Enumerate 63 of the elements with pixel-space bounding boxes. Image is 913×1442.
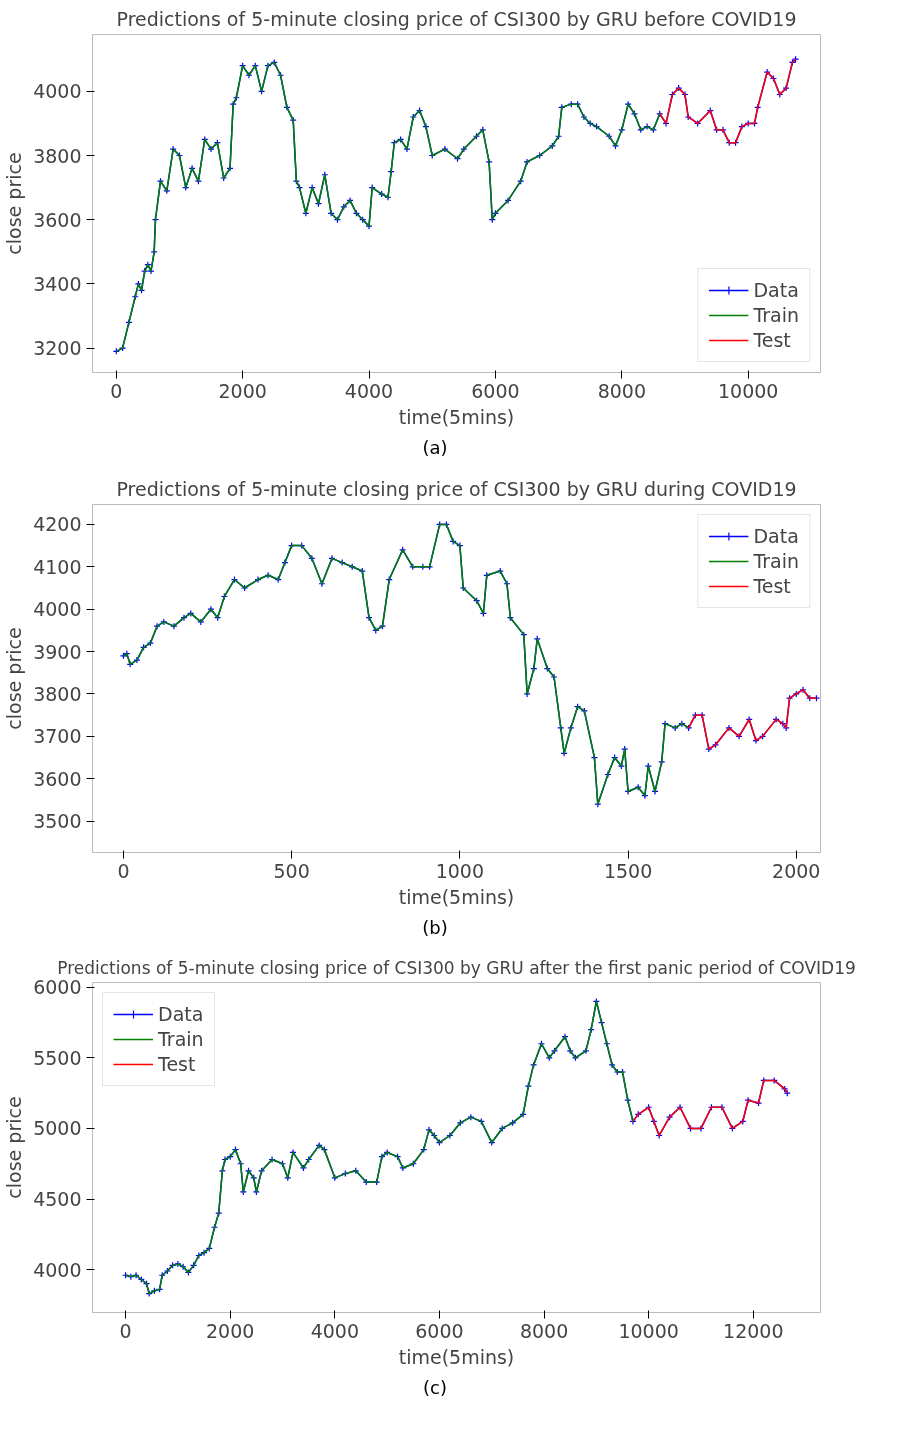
y-tick-label: 3600 [33,767,82,790]
text: (b) [422,916,448,940]
y-axis-title: close price [3,627,26,730]
y-tick-label: 3500 [33,810,82,833]
line-series [122,523,690,805]
y-tick-label: 5500 [33,1046,82,1069]
chart-title: Predictions of 5-minute closing price of CSI300 by GRU after the first panic period of COVID19 [57,957,856,978]
y-axis-title: close price [3,152,26,255]
chart-title: Predictions of 5-minute closing price of CSI300 by GRU before COVID19 [116,7,797,30]
legend-label: Test [753,329,791,351]
x-tick-label: 0 [119,1319,132,1342]
x-tick-label: 8000 [519,1319,569,1342]
y-tick-label: 4100 [33,555,82,578]
x-tick-label: 6000 [415,1319,464,1342]
y-tick-label: 3400 [33,272,82,295]
line-series [115,61,661,353]
legend-label: Data [753,279,799,301]
x-tick-label: 10000 [717,379,779,402]
y-tick-label: 4500 [33,1188,82,1211]
line-series [632,1079,789,1137]
y-tick-label: 3700 [33,725,82,748]
y-tick-label: 3800 [33,682,82,705]
chart-title: Predictions of 5-minute closing price of CSI300 by GRU during COVID19 [116,477,797,500]
x-tick-label: 0 [117,859,130,882]
x-tick-label: 500 [273,859,310,882]
x-tick-label: 10000 [618,1319,679,1342]
text: (c) [423,1376,447,1400]
y-tick-label: 4000 [33,598,82,621]
x-tick-label: 2000 [218,379,267,402]
y-tick-label: 4200 [33,513,82,536]
legend-label: Data [158,1003,204,1025]
y-tick-label: 4000 [33,1258,82,1281]
x-tick-label: 12000 [723,1319,784,1342]
y-tick-label: 3200 [33,337,82,360]
legend-label: Data [753,525,799,547]
legend-label: Train [753,550,799,572]
x-tick-label: 6000 [471,379,520,402]
y-tick-label: 4000 [33,80,82,103]
y-tick-label: 3600 [33,208,82,231]
x-axis-title: time(5mins) [398,885,515,908]
x-tick-label: 2000 [206,1319,255,1342]
x-tick-label: 4000 [344,379,394,402]
line-series [658,58,797,144]
legend-label: Train [753,304,799,326]
x-tick-label: 8000 [597,379,646,402]
legend-label: Train [158,1028,204,1050]
x-tick-label: 1500 [603,859,653,882]
x-tick-label: 4000 [310,1319,360,1342]
y-tick-label: 3800 [33,144,82,167]
x-tick-label: 1000 [435,859,485,882]
legend-label: Test [158,1053,196,1075]
text: (a) [422,436,448,460]
x-tick-label: 2000 [772,859,821,882]
legend-label: Test [753,575,791,597]
y-tick-label: 5000 [33,1117,82,1140]
line-series [687,688,818,750]
x-axis-title: time(5mins) [398,1345,515,1368]
x-tick-label: 0 [110,379,123,402]
y-tick-label: 3900 [33,640,82,663]
line-series [124,1000,634,1295]
x-axis-title: time(5mins) [398,405,515,428]
y-tick-label: 6000 [33,976,82,999]
y-axis-title: close price [3,1096,26,1199]
